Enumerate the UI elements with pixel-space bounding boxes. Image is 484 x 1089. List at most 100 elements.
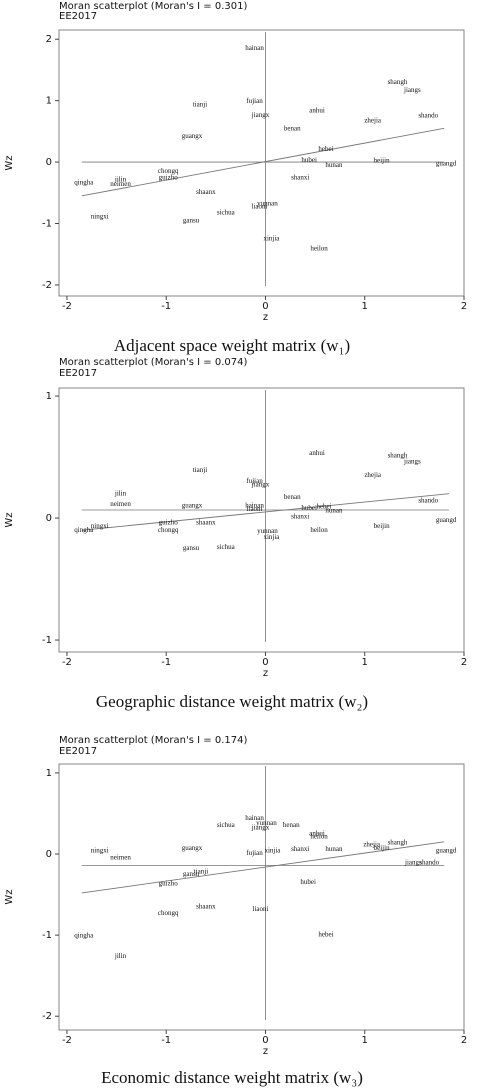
point-label: tianji <box>193 466 207 474</box>
panel: Moran scatterplot (Moran's I = 0.174)EE2… <box>4 735 467 1087</box>
point-label: gansu <box>183 870 200 878</box>
point-label: sichua <box>217 543 236 551</box>
x-tick-label: -2 <box>62 657 72 668</box>
point-label: shanxi <box>291 512 309 520</box>
chart-subtitle: EE2017 <box>59 746 97 757</box>
point-label: tianji <box>194 867 208 875</box>
chart-subtitle: EE2017 <box>59 368 97 379</box>
point-label: beijin <box>374 844 390 852</box>
point-label: qingha <box>74 526 94 534</box>
point-label: liaoni <box>253 905 269 913</box>
x-tick-label: 1 <box>362 657 368 668</box>
y-tick-label: 0 <box>46 513 52 524</box>
chart-title: Moran scatterplot (Moran's I = 0.174) <box>59 735 247 746</box>
x-tick-label: 2 <box>461 657 467 668</box>
point-label: guangd <box>436 516 457 524</box>
y-axis-label: Wz <box>4 889 15 904</box>
point-label: hunan <box>325 506 343 514</box>
fit-line <box>81 841 445 894</box>
y-tick-label: 2 <box>46 34 52 45</box>
point-label: fujian <box>246 477 263 485</box>
x-axis-label: z <box>263 312 268 323</box>
point-label: shaanx <box>196 902 216 910</box>
point-label: guangx <box>182 132 203 140</box>
caption: Geographic distance weight matrix (w₂) <box>96 692 368 711</box>
x-tick-label: 0 <box>262 1035 268 1046</box>
point-label: neimen <box>110 180 131 188</box>
fit-line <box>81 127 445 197</box>
point-label: shangh <box>388 451 408 459</box>
y-tick-label: 1 <box>46 391 52 402</box>
x-tick-label: -1 <box>161 657 171 668</box>
y-tick-label: 0 <box>46 157 52 168</box>
caption: Economic distance weight matrix (w₃) <box>101 1068 363 1087</box>
y-tick-label: -1 <box>42 930 52 941</box>
y-tick-label: 0 <box>46 849 52 860</box>
point-label: shangh <box>388 78 408 86</box>
point-label: hubei <box>301 504 317 512</box>
point-label: neimen <box>110 500 131 508</box>
point-label: yunnan <box>257 527 278 535</box>
point-label: xinjia <box>263 533 280 541</box>
point-label: guizho <box>159 519 179 527</box>
panel: Moran scatterplot (Moran's I = 0.301)EE2… <box>4 1 467 355</box>
caption: Adjacent space weight matrix (w₁) <box>114 336 350 355</box>
point-label: jiangx <box>251 824 270 832</box>
point-label: sichua <box>217 209 236 217</box>
point-label: gansu <box>183 217 200 225</box>
chart-title: Moran scatterplot (Moran's I = 0.301) <box>59 1 247 12</box>
point-label: henan <box>283 821 300 829</box>
chart-subtitle: EE2017 <box>59 11 97 22</box>
x-tick-label: 1 <box>362 1035 368 1046</box>
point-label: jiangs <box>404 859 422 867</box>
fit-line <box>81 493 450 531</box>
point-label: yunnan <box>256 819 277 827</box>
y-tick-label: -2 <box>42 1011 52 1022</box>
point-label: heilon <box>310 244 328 252</box>
point-label: shangh <box>388 838 408 846</box>
x-tick-label: 0 <box>262 657 268 668</box>
chart-title: Moran scatterplot (Moran's I = 0.074) <box>59 357 247 368</box>
point-label: ningxi <box>91 212 109 220</box>
point-label: ningxi <box>91 522 109 530</box>
point-label: jiangx <box>251 111 270 119</box>
point-label: shando <box>418 112 438 120</box>
point-label: hubei <box>300 878 316 886</box>
y-tick-label: -2 <box>42 280 52 291</box>
point-label: anhui <box>309 107 325 115</box>
point-label: hubei <box>301 156 317 164</box>
point-label: anhui <box>309 829 325 837</box>
point-label: fujian <box>246 97 263 105</box>
point-label: guangx <box>182 844 203 852</box>
point-label: hebei <box>318 145 333 153</box>
point-label: beijin <box>374 156 390 164</box>
point-label: heilon <box>310 526 328 534</box>
point-label: jiangs <box>403 86 421 94</box>
x-axis-label: z <box>263 1046 268 1057</box>
point-label: chongq <box>158 909 179 917</box>
x-tick-label: -1 <box>161 1035 171 1046</box>
point-label: liaoni <box>252 203 268 211</box>
point-label: jilin <box>114 952 127 960</box>
point-label: jiangs <box>403 458 421 466</box>
point-label: sichua <box>217 821 236 829</box>
point-label: shando <box>418 497 438 505</box>
point-label: shaanx <box>196 188 216 196</box>
point-label: zhejia <box>364 117 382 125</box>
point-label: yunnan <box>257 199 278 207</box>
point-label: benan <box>284 125 301 133</box>
x-tick-label: 0 <box>262 301 268 312</box>
point-label: shanxi <box>291 845 309 853</box>
point-label: fujian <box>246 849 263 857</box>
x-tick-label: -1 <box>161 301 171 312</box>
point-label: guangd <box>436 846 457 854</box>
point-label: qingha <box>74 932 94 940</box>
plot-frame <box>58 387 465 653</box>
point-label: gansu <box>183 544 200 552</box>
plot-frame <box>58 29 465 297</box>
x-tick-label: -2 <box>62 301 72 312</box>
point-label: hebei <box>318 931 333 939</box>
point-label: jilin <box>114 489 127 497</box>
point-label: shaanx <box>196 519 216 527</box>
